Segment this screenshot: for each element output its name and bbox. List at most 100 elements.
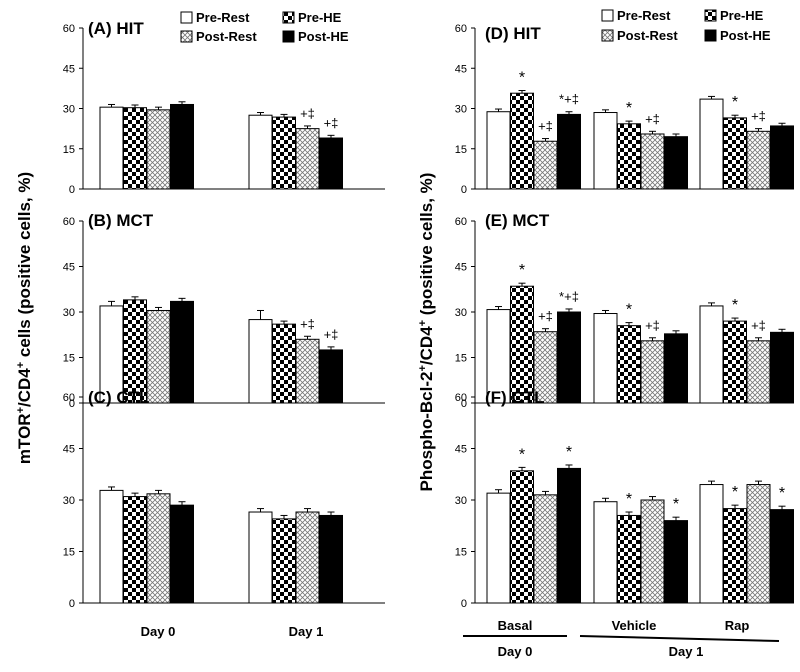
bar <box>664 136 688 190</box>
legend-swatch <box>704 9 717 22</box>
bar <box>664 520 688 604</box>
bar <box>533 494 558 604</box>
y-tick-label: 45 <box>455 63 467 75</box>
y-tick-label: 45 <box>455 444 467 456</box>
y-tick-label: 15 <box>455 144 467 156</box>
bar <box>723 508 747 604</box>
significance-mark: * <box>779 485 785 502</box>
significance-mark: +‡ <box>645 111 660 126</box>
bar <box>272 518 296 604</box>
significance-mark: * <box>673 496 679 513</box>
bar <box>770 331 794 404</box>
bar <box>617 123 641 190</box>
bar <box>248 511 273 604</box>
panels: 0 15 30 45 60 (A) HIT +‡ +‡ 0 15 30 45 60 (B) MCT +‡ +‡… <box>63 19 794 610</box>
legend-label: Pre-Rest <box>196 10 250 25</box>
bar <box>272 116 296 190</box>
bar <box>533 140 558 190</box>
bar <box>593 112 618 190</box>
significance-mark: +‡ <box>751 318 766 333</box>
bar <box>486 111 511 190</box>
significance-mark: * <box>519 446 525 463</box>
bar <box>770 125 794 190</box>
bar <box>146 309 171 404</box>
y-tick-label: 30 <box>455 104 467 116</box>
y-tick-label: 0 <box>461 398 467 410</box>
legend-label: Pre-HE <box>298 10 342 25</box>
day1-underline <box>579 635 780 642</box>
legend-swatch <box>282 11 295 24</box>
bar <box>746 340 771 404</box>
panel-title: (F) CTL <box>485 388 544 407</box>
significance-mark: * <box>626 491 632 508</box>
significance-mark: +‡ <box>324 115 339 130</box>
bar <box>319 514 343 604</box>
y-tick-label: 0 <box>69 598 75 610</box>
y-tick-label: 30 <box>63 104 75 116</box>
bar <box>699 305 724 404</box>
bar <box>248 319 273 404</box>
bar <box>146 109 171 190</box>
significance-mark: * <box>626 302 632 319</box>
significance-mark: * <box>566 444 572 461</box>
y-tick-label: 60 <box>63 216 75 228</box>
y-tick-label: 60 <box>455 216 467 228</box>
y-tick-label: 60 <box>63 23 75 35</box>
legend-label: Post-Rest <box>196 29 257 44</box>
bar <box>640 133 665 190</box>
left-y-axis-title: mTOR+/CD4+ cells (positive cells, %) <box>15 172 34 464</box>
y-tick-label: 60 <box>455 23 467 35</box>
bar <box>723 117 747 190</box>
significance-mark: * <box>732 297 738 314</box>
bar <box>170 103 194 190</box>
bar <box>664 333 688 404</box>
bar <box>295 338 320 404</box>
bar <box>146 493 171 604</box>
bar <box>746 484 771 604</box>
bar <box>123 107 147 190</box>
bar <box>557 467 581 604</box>
y-tick-label: 30 <box>455 495 467 507</box>
y-tick-label: 15 <box>63 353 75 365</box>
y-tick-label: 30 <box>63 307 75 319</box>
legend-label: Post-HE <box>298 29 349 44</box>
significance-mark: +‡ <box>538 309 553 324</box>
right-y-axis-title: Phospho-Bcl-2+/CD4+ (positive cells, %) <box>417 173 436 492</box>
y-tick-label: 0 <box>69 184 75 196</box>
right-xlabel-rap: Rap <box>725 618 750 633</box>
bar <box>557 311 581 404</box>
y-tick-label: 15 <box>455 547 467 559</box>
significance-mark: +‡ <box>645 318 660 333</box>
y-tick-label: 15 <box>63 547 75 559</box>
significance-mark: * <box>626 100 632 117</box>
y-tick-label: 15 <box>455 353 467 365</box>
bar <box>593 501 618 604</box>
panel-title: (B) MCT <box>88 211 154 230</box>
y-tick-label: 30 <box>455 307 467 319</box>
legend-swatch <box>704 29 717 42</box>
bar <box>123 496 147 604</box>
bar <box>486 492 511 604</box>
significance-mark: +‡ <box>300 316 315 331</box>
legend-label: Pre-Rest <box>617 8 671 23</box>
bar <box>510 470 534 604</box>
panel-title: (E) MCT <box>485 211 550 230</box>
significance-mark: * <box>732 94 738 111</box>
legend-label: Post-HE <box>720 28 771 43</box>
y-tick-label: 0 <box>461 598 467 610</box>
right-xlabel-vehicle: Vehicle <box>612 618 657 633</box>
left-xlabel-day0: Day 0 <box>141 624 176 639</box>
bar <box>723 320 747 404</box>
bar <box>170 300 194 404</box>
bar <box>319 137 343 190</box>
bar <box>170 504 194 604</box>
bar <box>699 98 724 190</box>
bar <box>770 509 794 604</box>
legend-label: Pre-HE <box>720 8 764 23</box>
bar <box>248 114 273 190</box>
right-day1-label: Day 1 <box>669 644 704 659</box>
significance-mark: +‡ <box>751 109 766 124</box>
significance-mark: +‡ <box>324 327 339 342</box>
bar <box>617 325 641 404</box>
legend-swatch <box>601 29 614 42</box>
